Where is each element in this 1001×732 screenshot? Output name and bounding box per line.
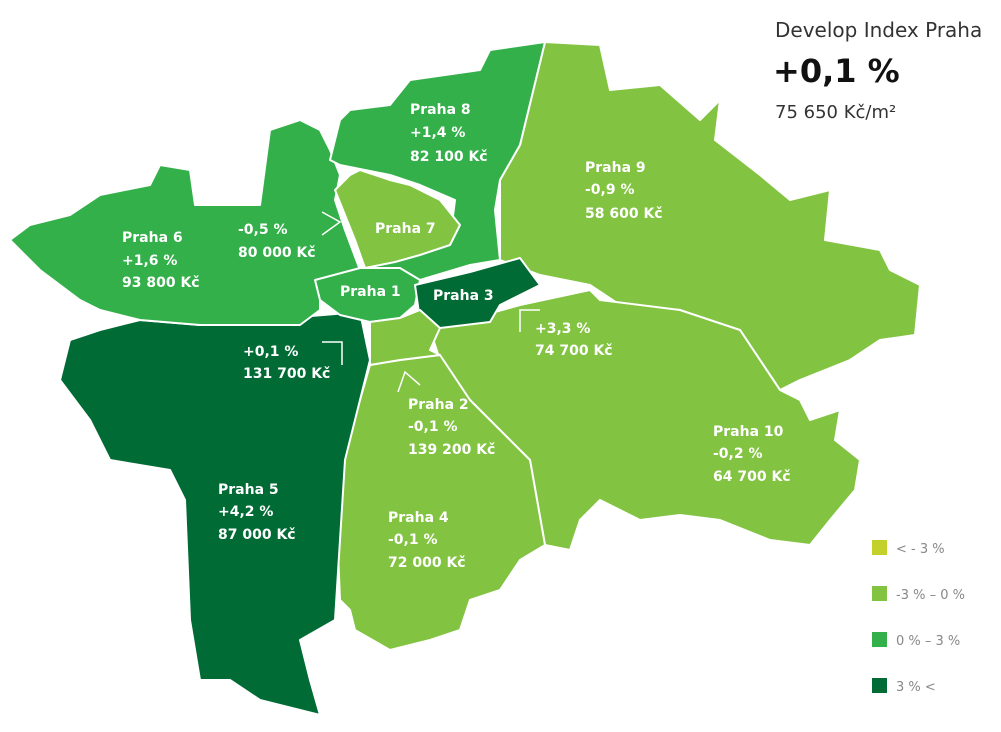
- district-name: Praha 9: [585, 160, 646, 176]
- district-shape: [314, 267, 421, 323]
- legend-label: 0 % – 3 %: [896, 634, 960, 649]
- legend-swatch: [872, 632, 887, 647]
- district-price: 139 200 Kč: [408, 442, 495, 458]
- district-price: 74 700 Kč: [535, 343, 613, 359]
- district-price: 64 700 Kč: [713, 469, 791, 485]
- district-name: Praha 10: [713, 424, 784, 440]
- index-title: Develop Index Praha: [775, 18, 982, 42]
- district-price: 87 000 Kč: [218, 527, 296, 543]
- district-change: +3,3 %: [535, 321, 590, 337]
- district-shape: [9, 119, 361, 326]
- district-shape: [429, 289, 861, 551]
- district-change: +1,6 %: [122, 253, 177, 269]
- district-price: 72 000 Kč: [388, 555, 466, 571]
- leader-line: [321, 211, 342, 236]
- district-change: -0,9 %: [585, 182, 635, 198]
- district-name: Praha 5: [218, 482, 279, 498]
- legend: < - 3 % -3 % – 0 % 0 % – 3 % 3 % <: [872, 540, 965, 695]
- district-price: 82 100 Kč: [410, 149, 488, 165]
- leader-line: [397, 370, 421, 393]
- districts: [9, 41, 921, 716]
- district-change: -0,2 %: [713, 446, 763, 462]
- district-shape: [329, 41, 546, 281]
- district-shape: [334, 169, 461, 269]
- district-change: +0,1 %: [243, 344, 298, 360]
- district-change: +1,4 %: [410, 125, 465, 141]
- district-shape: [334, 354, 546, 651]
- district-change: +4,2 %: [218, 504, 273, 520]
- district-change: -0,5 %: [238, 222, 288, 238]
- leader-line: [322, 341, 343, 365]
- legend-swatch: [872, 540, 887, 555]
- district-shape: [369, 309, 441, 366]
- index-price: 75 650 Kč/m²: [775, 102, 896, 123]
- district-name: Praha 4: [388, 510, 449, 526]
- district-name: Praha 8: [410, 102, 471, 118]
- district-name: Praha 1: [340, 284, 401, 300]
- district-price: 80 000 Kč: [238, 245, 316, 261]
- district-name: Praha 3: [433, 288, 494, 304]
- district-name: Praha 7: [375, 221, 436, 237]
- legend-label: < - 3 %: [896, 542, 945, 557]
- district-change: -0,1 %: [388, 532, 438, 548]
- legend-label: -3 % – 0 %: [896, 588, 965, 603]
- district-name: Praha 6: [122, 230, 183, 246]
- district-price: 58 600 Kč: [585, 206, 663, 222]
- district-name: Praha 2: [408, 397, 469, 413]
- district-labels: Praha 1 +0,1 % 131 700 Kč Praha 2 -0,1 % 139 …: [122, 102, 791, 571]
- district-price: 93 800 Kč: [122, 275, 200, 291]
- district-price: 131 700 Kč: [243, 366, 330, 382]
- legend-swatch: [872, 678, 887, 693]
- legend-label: 3 % <: [896, 680, 936, 695]
- district-change: -0,1 %: [408, 419, 458, 435]
- leader-line: [519, 309, 540, 332]
- leader-lines: [321, 211, 540, 393]
- legend-swatch: [872, 586, 887, 601]
- index-value: +0,1 %: [773, 52, 900, 90]
